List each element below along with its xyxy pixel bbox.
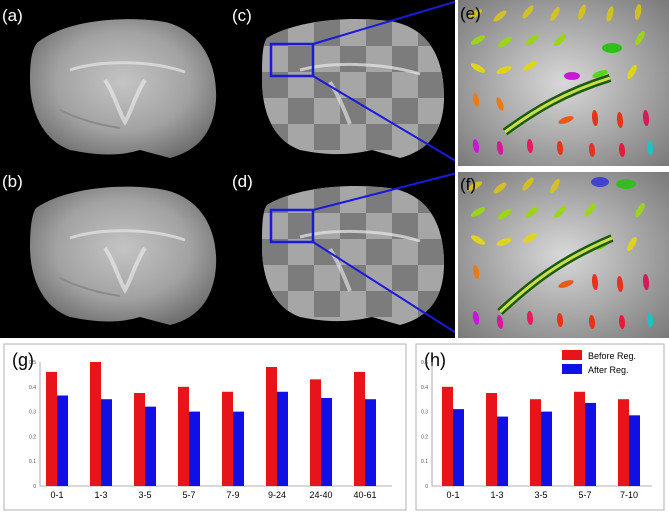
panel-label-d: (d) <box>232 172 253 191</box>
bar <box>574 391 585 486</box>
bar <box>178 386 189 486</box>
bar <box>618 399 629 486</box>
bar <box>365 399 376 486</box>
bar <box>46 371 57 486</box>
chart-frame <box>415 343 665 511</box>
y-tick-label: 0.2 <box>29 434 36 440</box>
x-tick-label: 1-3 <box>490 490 503 500</box>
y-tick-label: 0.3 <box>421 410 428 416</box>
x-tick-label: 40-61 <box>353 490 376 500</box>
x-tick-label: 3-5 <box>138 490 151 500</box>
x-tick-label: 0-1 <box>446 490 459 500</box>
chart-label: (g) <box>12 350 34 370</box>
y-tick-label: 0 <box>33 484 36 490</box>
legend-swatch <box>562 364 582 374</box>
legend-label: Before Reg. <box>588 351 636 361</box>
tensor-glyph-panel-f <box>458 172 669 338</box>
y-tick-label: 0.4 <box>29 385 36 391</box>
zoom-box-c <box>269 42 315 78</box>
bar <box>453 409 464 486</box>
bar <box>189 411 200 486</box>
y-tick-label: 0.4 <box>421 385 428 391</box>
y-tick-label: 0.5 <box>29 360 36 366</box>
x-tick-label: 24-40 <box>309 490 332 500</box>
bar <box>442 386 453 486</box>
bar <box>101 399 112 486</box>
y-tick-label: 0.3 <box>29 410 36 416</box>
y-tick-label: 0.5 <box>421 360 428 366</box>
panel-label-a: (a) <box>2 6 23 25</box>
x-tick-label: 1-3 <box>94 490 107 500</box>
bar <box>277 391 288 486</box>
legend-label: After Reg. <box>588 365 629 375</box>
chart-frame <box>3 343 407 511</box>
bar <box>497 416 508 486</box>
bar <box>266 366 277 486</box>
bar <box>629 415 640 486</box>
zoom-box-d <box>269 208 315 244</box>
x-tick-label: 3-5 <box>534 490 547 500</box>
y-tick-label: 0.2 <box>421 434 428 440</box>
bar <box>233 411 244 486</box>
x-tick-label: 0-1 <box>50 490 63 500</box>
bar <box>585 402 596 486</box>
bar-chart-h: (h)0.5 0.4 0.3 0.2 0.1 0 0-1 1-3 3-5 5-7 7-10 Befor… <box>415 343 665 511</box>
brain-image-a <box>30 19 217 158</box>
panel-label-c: (c) <box>232 6 252 25</box>
bar <box>222 391 233 486</box>
panel-label-e: (e) <box>460 4 481 23</box>
brain-figure <box>0 0 669 338</box>
x-tick-label: 7-9 <box>226 490 239 500</box>
x-tick-label: 5-7 <box>578 490 591 500</box>
y-tick-label: 0 <box>425 484 428 490</box>
legend-swatch <box>562 350 582 360</box>
brain-image-b <box>30 186 217 325</box>
panel-label-f: (f) <box>460 175 477 194</box>
bar <box>90 362 101 486</box>
chart-label: (h) <box>424 350 446 370</box>
x-tick-label: 9-24 <box>268 490 286 500</box>
x-tick-label: 5-7 <box>182 490 195 500</box>
bar-chart-g: (g)0.5 0.4 0.3 0.2 0.1 0 0-1 1-3 3-5 5-7 7-9 9-24 24… <box>3 343 407 511</box>
bar <box>145 406 156 486</box>
bar <box>541 411 552 486</box>
bar <box>57 395 68 486</box>
bar <box>134 393 145 486</box>
bar <box>530 399 541 486</box>
y-tick-label: 0.1 <box>29 459 36 465</box>
bar <box>486 393 497 486</box>
bar <box>310 379 321 486</box>
y-tick-label: 0.1 <box>421 459 428 465</box>
tensor-glyph-panel-e <box>458 0 669 166</box>
bar <box>354 371 365 486</box>
panel-label-b: (b) <box>2 172 23 191</box>
zoom-lines <box>312 0 462 337</box>
x-tick-label: 7-10 <box>620 490 638 500</box>
brain-image-c <box>262 19 445 158</box>
bar <box>321 397 332 486</box>
